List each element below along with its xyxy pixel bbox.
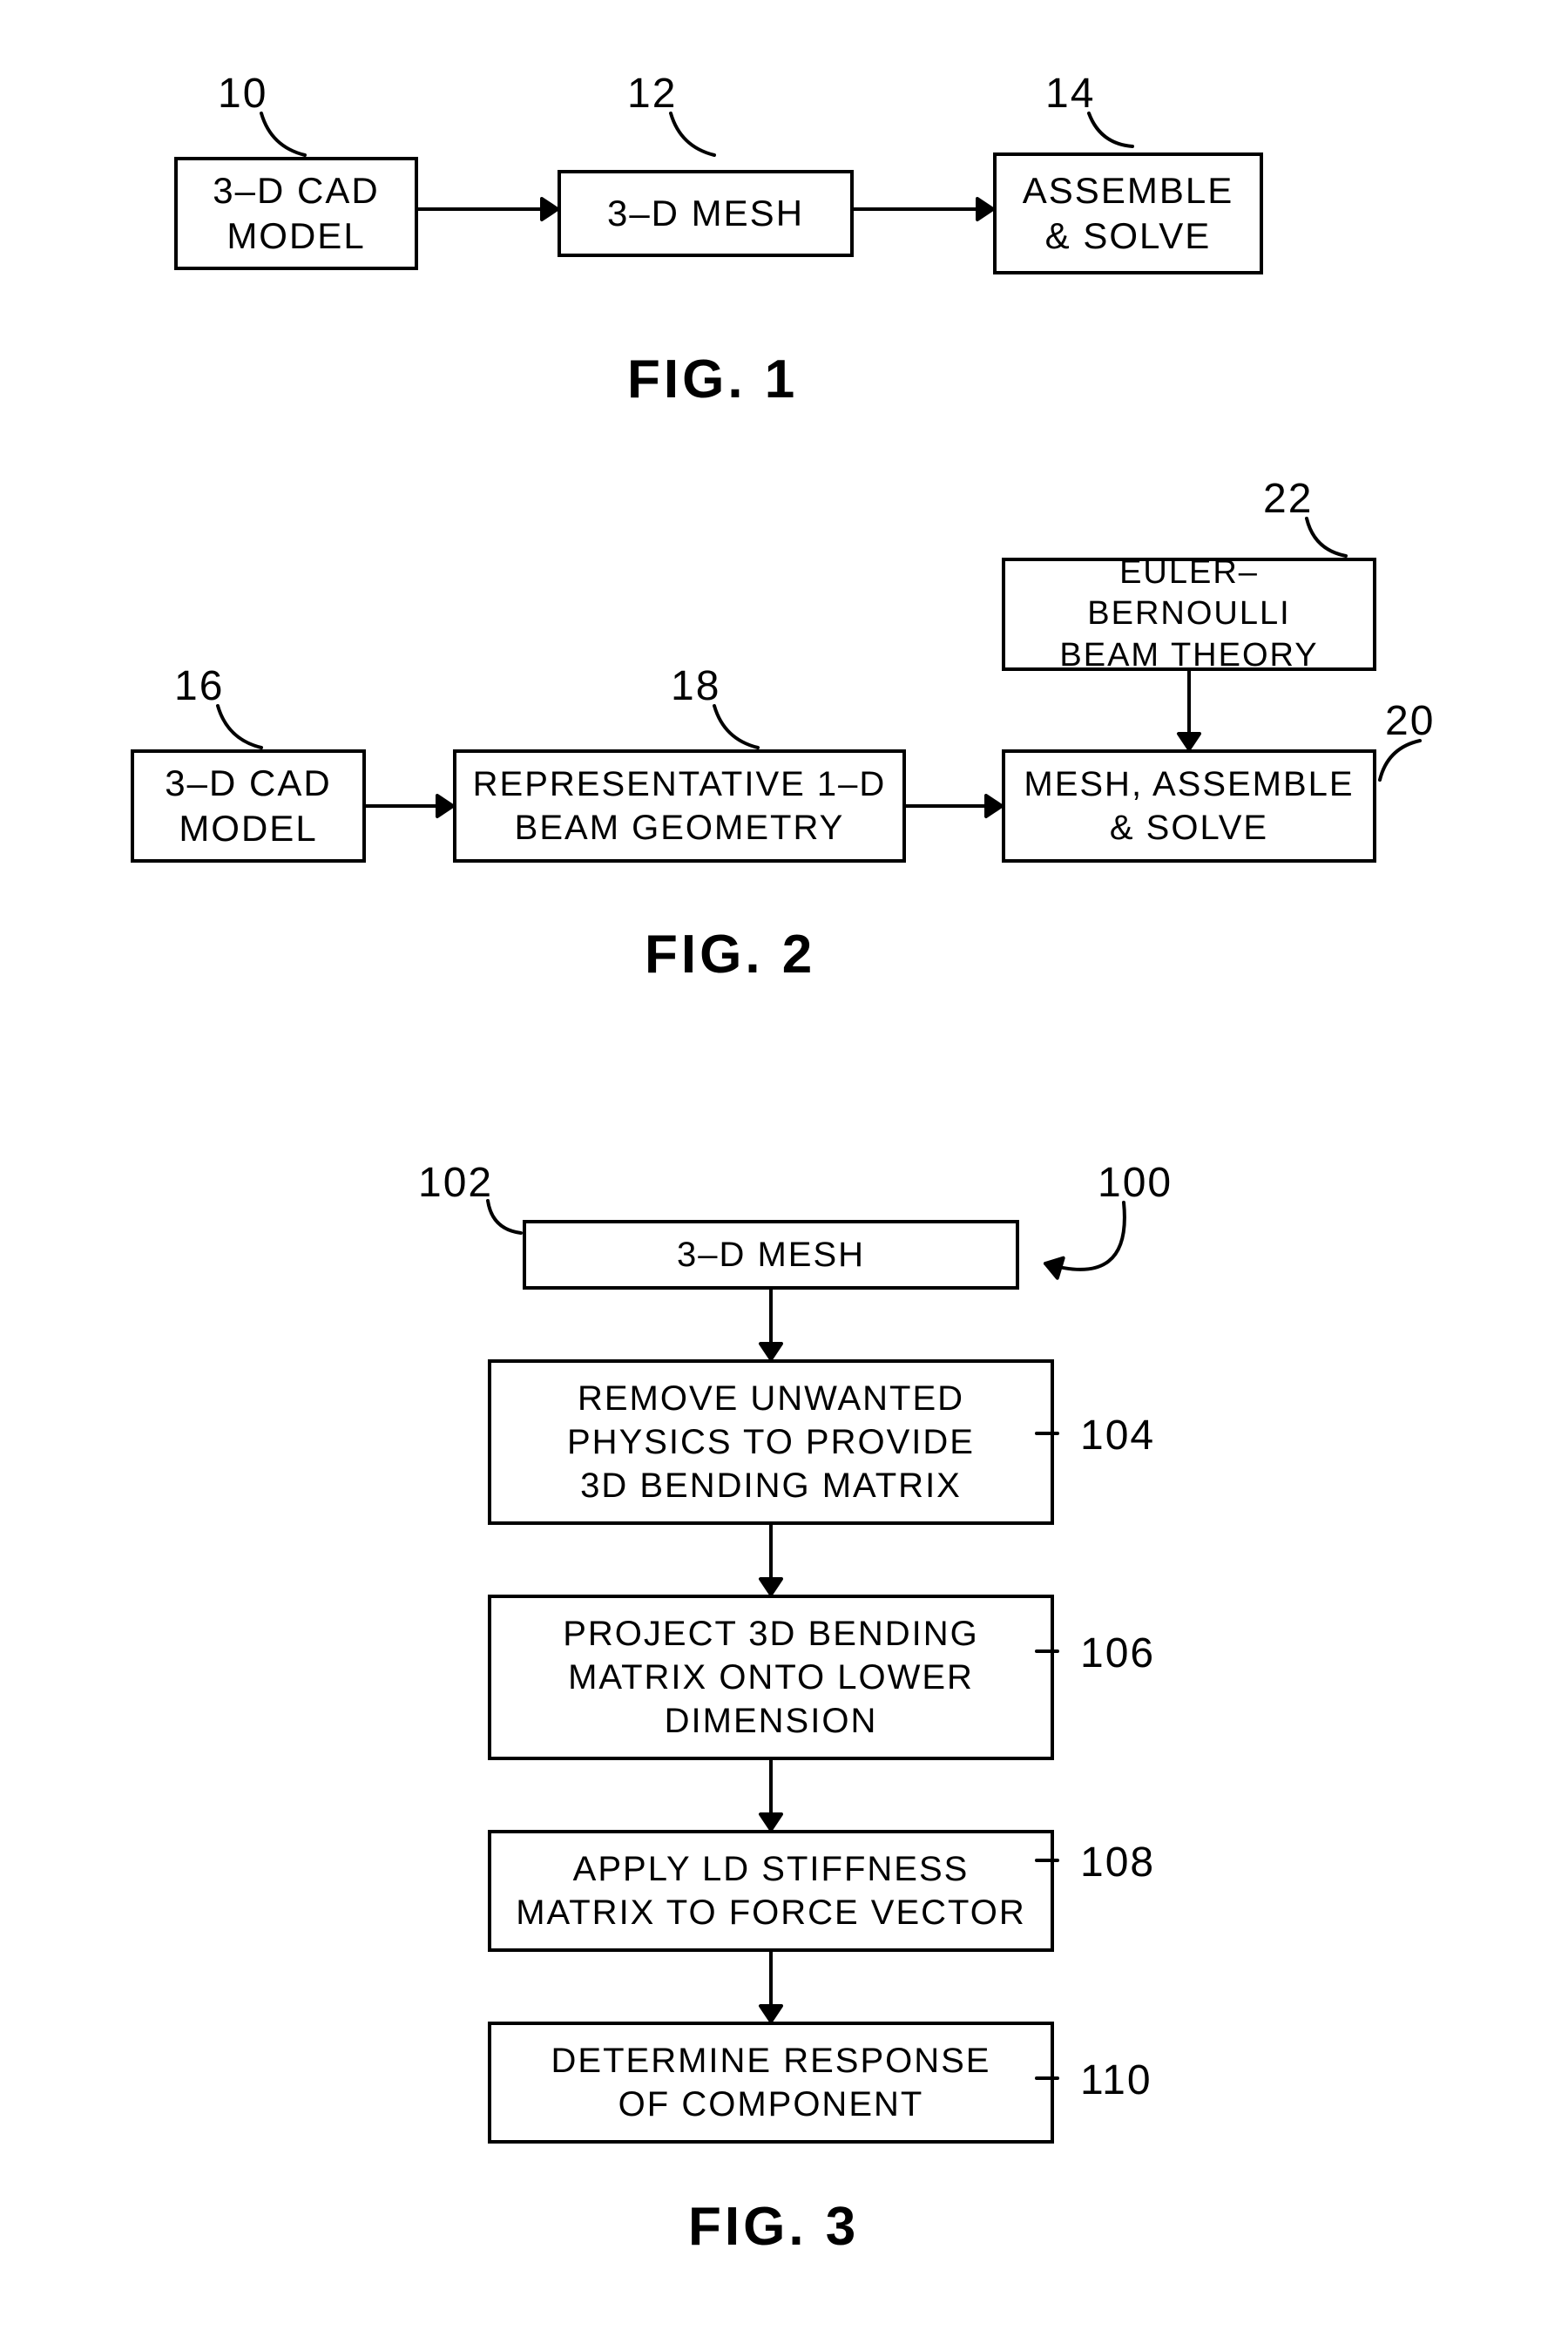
fig3-box-104: REMOVE UNWANTED PHYSICS TO PROVIDE 3D BE… — [488, 1359, 1054, 1525]
fig3-box-102-text: 3–D MESH — [677, 1233, 865, 1277]
fig2-box-20-text: MESH, ASSEMBLE & SOLVE — [1024, 762, 1354, 850]
fig1-ref-10: 10 — [218, 70, 267, 118]
fig2-box-22-text: EULER– BERNOULLI BEAM THEORY — [1014, 552, 1364, 677]
fig2-box-18-text: REPRESENTATIVE 1–D BEAM GEOMETRY — [473, 762, 887, 850]
fig3-box-106: PROJECT 3D BENDING MATRIX ONTO LOWER DIM… — [488, 1595, 1054, 1760]
fig1-ref-12: 12 — [627, 70, 677, 118]
fig2-box-20: MESH, ASSEMBLE & SOLVE — [1002, 749, 1376, 863]
fig1-box-12-text: 3–D MESH — [607, 191, 804, 237]
fig1-label: FIG. 1 — [627, 349, 798, 410]
fig1-box-14-text: ASSEMBLE & SOLVE — [1023, 168, 1233, 260]
fig3-box-108-text: APPLY LD STIFFNESS MATRIX TO FORCE VECTO… — [516, 1847, 1026, 1934]
fig3-ref-106: 106 — [1080, 1629, 1155, 1677]
fig2-ref-20: 20 — [1385, 697, 1435, 745]
fig2-ref-18: 18 — [671, 662, 720, 710]
fig1-box-14: ASSEMBLE & SOLVE — [993, 152, 1263, 274]
fig2-box-22: EULER– BERNOULLI BEAM THEORY — [1002, 558, 1376, 671]
fig3-ref-104: 104 — [1080, 1412, 1155, 1460]
fig3-box-104-text: REMOVE UNWANTED PHYSICS TO PROVIDE 3D BE… — [567, 1377, 975, 1507]
fig1-box-10: 3–D CAD MODEL — [174, 157, 418, 270]
fig2-label: FIG. 2 — [645, 924, 815, 986]
fig2-box-16: 3–D CAD MODEL — [131, 749, 366, 863]
fig3-box-108: APPLY LD STIFFNESS MATRIX TO FORCE VECTO… — [488, 1830, 1054, 1952]
fig3-ref-102: 102 — [418, 1159, 493, 1207]
fig1-ref-14: 14 — [1045, 70, 1095, 118]
fig3-box-110: DETERMINE RESPONSE OF COMPONENT — [488, 2022, 1054, 2144]
fig3-box-110-text: DETERMINE RESPONSE OF COMPONENT — [551, 2039, 991, 2126]
fig3-box-106-text: PROJECT 3D BENDING MATRIX ONTO LOWER DIM… — [563, 1612, 979, 1743]
fig1-box-12: 3–D MESH — [558, 170, 854, 257]
fig2-box-18: REPRESENTATIVE 1–D BEAM GEOMETRY — [453, 749, 906, 863]
fig3-ref-108: 108 — [1080, 1839, 1155, 1887]
fig1-box-10-text: 3–D CAD MODEL — [213, 168, 379, 260]
fig3-label: FIG. 3 — [688, 2196, 859, 2258]
fig3-box-102: 3–D MESH — [523, 1220, 1019, 1290]
fig2-ref-16: 16 — [174, 662, 224, 710]
fig3-ref-100: 100 — [1098, 1159, 1173, 1207]
fig2-box-16-text: 3–D CAD MODEL — [165, 761, 331, 852]
fig2-ref-22: 22 — [1263, 475, 1313, 523]
fig3-ref-110: 110 — [1080, 2056, 1152, 2104]
